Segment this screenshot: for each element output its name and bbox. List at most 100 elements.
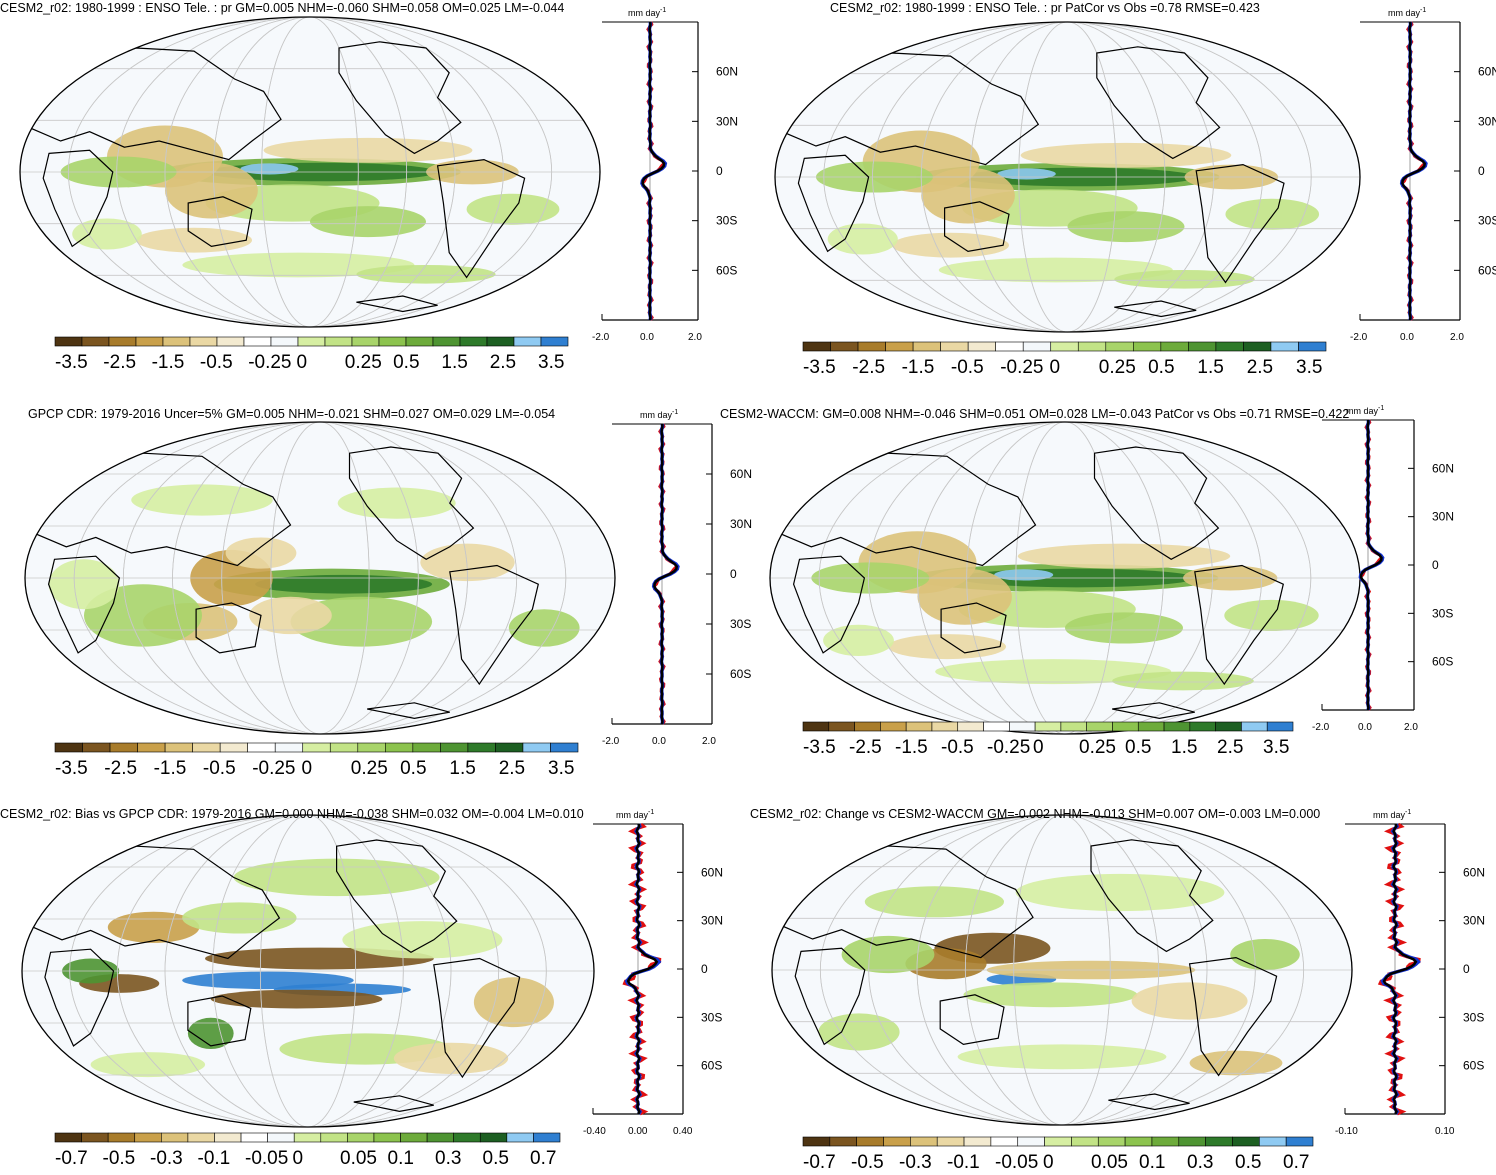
colorbar-label: 0.1 xyxy=(1139,1152,1165,1170)
profile-lat-label: 30S xyxy=(1432,606,1453,620)
meridian-line xyxy=(69,815,547,1127)
coastline xyxy=(1195,163,1285,284)
profile-unit: mm day-1 xyxy=(616,809,654,820)
anomaly-patch xyxy=(136,227,252,253)
anomaly-patch xyxy=(1065,612,1183,644)
colorbar-swatch xyxy=(385,742,414,753)
colorbar-label: 0.5 xyxy=(1235,1152,1261,1170)
zonal-profile: mm day-1 60N 30N 0 30S 60S -2.0 0.0 2.0 xyxy=(1312,405,1454,733)
colorbar-swatch xyxy=(302,742,331,753)
anomaly-patch xyxy=(994,569,1054,581)
meridian-line xyxy=(872,22,1263,332)
coastline xyxy=(944,201,1010,253)
colorbar-swatch xyxy=(857,341,886,352)
colorbar-swatch xyxy=(293,1132,322,1143)
anomaly-patch xyxy=(1017,543,1231,569)
colorbar-swatch xyxy=(1298,341,1327,352)
meridian-line xyxy=(917,422,1213,734)
anomaly-patch xyxy=(823,624,894,657)
colorbar-swatch xyxy=(189,336,218,347)
colorbar-swatch xyxy=(216,336,245,347)
colorbar-swatch xyxy=(1266,721,1294,732)
coastline xyxy=(786,52,1040,166)
colorbar-swatch xyxy=(1022,341,1052,352)
colorbar-swatch xyxy=(320,1132,348,1143)
anomaly-patch xyxy=(1020,142,1232,168)
colorbar-swatch xyxy=(1050,341,1079,352)
profile-curve xyxy=(651,423,680,725)
colorbar-swatch xyxy=(54,742,83,753)
anomaly-patch xyxy=(997,168,1056,180)
colorbar-swatch xyxy=(486,336,515,347)
colorbar-swatch xyxy=(1133,341,1162,352)
profile-x-label: -2.0 xyxy=(1312,722,1330,733)
anomaly-patch xyxy=(210,989,383,1009)
colorbar-label: -2.5 xyxy=(849,737,882,758)
anomaly-patch xyxy=(342,921,503,959)
profile-lat-label: 0 xyxy=(730,567,737,581)
anomaly-patch xyxy=(1189,1050,1283,1076)
profile-x-label: 2.0 xyxy=(688,332,702,343)
colorbar-swatch xyxy=(856,1136,884,1147)
colorbar-swatch xyxy=(1105,341,1134,352)
colorbar-swatch xyxy=(426,1132,454,1143)
colorbar-label: -0.25 xyxy=(248,352,291,373)
anomaly-patch xyxy=(1224,599,1319,632)
profile-lat-label: 30N xyxy=(1432,510,1454,524)
meridian-line xyxy=(259,815,357,1127)
profile-curve xyxy=(1358,419,1385,711)
coastlines xyxy=(36,446,539,720)
anomaly-patch xyxy=(182,902,297,934)
anomaly-patch xyxy=(393,1042,509,1074)
colorbar-label: -0.25 xyxy=(1000,357,1043,378)
colorbar-swatch xyxy=(1044,1136,1072,1147)
colorbar-label: -0.3 xyxy=(150,1148,183,1169)
anomaly-patch xyxy=(963,982,1138,1008)
profile-x-label: -0.40 xyxy=(583,1126,606,1137)
coastline xyxy=(449,564,539,686)
colorbar-swatch xyxy=(912,341,941,352)
colorbar-swatch xyxy=(1285,1136,1314,1147)
colorbar-swatch xyxy=(351,336,380,347)
profile-lat-label: 60N xyxy=(1478,65,1496,79)
anomaly-patch xyxy=(935,659,1172,685)
profile-lat-label: 30S xyxy=(730,617,751,631)
anomaly-patch xyxy=(310,206,426,238)
meridian-line xyxy=(122,422,518,734)
colorbar-label: -1.5 xyxy=(152,352,185,373)
panel-title: CESM2_r02: Change vs CESM2-WACCM GM=-0.0… xyxy=(750,807,1320,821)
profile-unit: mm day-1 xyxy=(640,409,678,420)
colorbar-swatch xyxy=(828,721,855,732)
colorbar-label: -0.5 xyxy=(951,357,984,378)
colorbar-swatch xyxy=(187,1132,215,1143)
coastline xyxy=(781,452,1037,567)
colorbar-swatch xyxy=(219,742,248,753)
colorbar-swatch xyxy=(373,1132,401,1143)
colorbar-label: 2.5 xyxy=(1247,357,1273,378)
anomaly-patch xyxy=(90,1052,206,1078)
colorbar: -3.5 -2.5 -1.5 -0.5 -0.25 0 0.25 0.5 1.5 2.5 3.5 xyxy=(802,721,1294,758)
profile-lat-label: 0 xyxy=(1478,164,1485,178)
coastline xyxy=(195,602,262,654)
colorbar-label: 3.5 xyxy=(538,352,564,373)
profile-x-label: 2.0 xyxy=(1404,722,1418,733)
coastline xyxy=(939,994,1005,1046)
colorbar-label: -0.5 xyxy=(103,1148,136,1169)
anomaly-patch xyxy=(107,911,200,943)
colorbar-swatch xyxy=(54,336,83,347)
profile-lat-label: 60N xyxy=(730,467,752,481)
profile-curve xyxy=(1359,419,1383,711)
colorbar-label: 0.5 xyxy=(400,758,426,779)
colorbar: -3.5 -2.5 -1.5 -0.5 -0.25 0 0.25 0.5 1.5 2.5 3.5 xyxy=(54,742,579,779)
colorbar-swatch xyxy=(506,1132,534,1143)
meridian-line xyxy=(73,422,567,734)
anomaly-patch xyxy=(818,1013,900,1051)
colorbar-swatch xyxy=(995,341,1024,352)
anomaly-patch xyxy=(1067,211,1185,243)
colorbar-label: -1.5 xyxy=(895,737,928,758)
colorbar-swatch xyxy=(161,1132,189,1143)
panel-5: CESM2_r02: Bias vs GPCP CDR: 1979-2016 G… xyxy=(0,807,723,1169)
colorbar-swatch xyxy=(963,1136,992,1147)
coastline xyxy=(353,1095,434,1113)
coastline xyxy=(356,295,438,313)
